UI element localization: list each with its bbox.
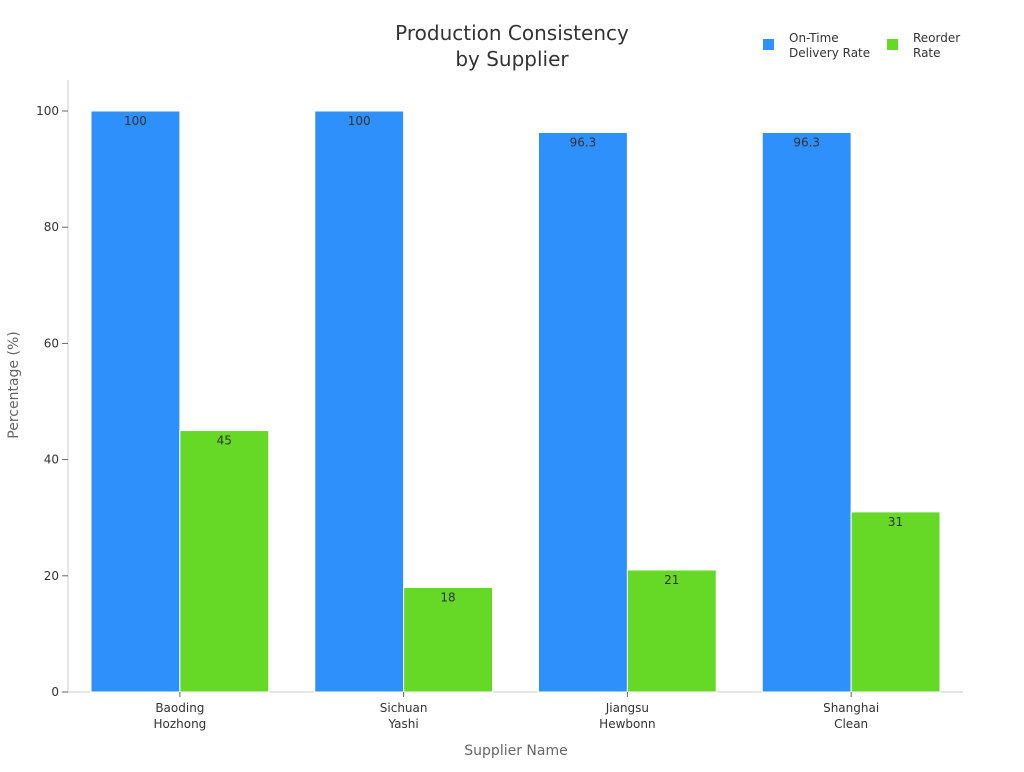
bar-series-1-1 — [403, 586, 493, 693]
data-label: 21 — [664, 573, 679, 587]
y-tick-label: 0 — [51, 685, 59, 699]
y-tick-label: 60 — [44, 336, 59, 350]
legend-label-reorder-line-1: Reorder — [913, 31, 960, 45]
bar-series-1-2 — [626, 569, 717, 693]
bars — [90, 110, 941, 693]
x-ticks: Baoding Hozhong Sichuan Yashi Jiangsu Hewbonn… — [153, 692, 879, 731]
y-tick-label: 80 — [44, 220, 59, 234]
data-label: 45 — [217, 434, 232, 448]
x-tick-label: Hewbonn — [599, 717, 655, 731]
bar-series-1-3 — [850, 511, 941, 693]
chart-title-line-2: by Supplier — [455, 47, 569, 71]
bar-series-1-0 — [179, 430, 270, 693]
data-label: 31 — [888, 515, 903, 529]
x-tick-label: Yashi — [388, 717, 419, 731]
data-label: 100 — [348, 114, 371, 128]
bar-series-0-3 — [761, 131, 852, 693]
y-tick-label: 100 — [36, 104, 59, 118]
data-label: 96.3 — [793, 135, 820, 149]
y-tick-label: 20 — [44, 569, 59, 583]
y-axis-label: Percentage (%) — [6, 331, 22, 438]
x-tick-label: Clean — [834, 717, 868, 731]
x-tick-label: Hozhong — [153, 717, 206, 731]
x-tick-label: Jiangsu — [605, 701, 649, 715]
bar-series-0-1 — [314, 110, 405, 693]
bar-series-0-0 — [90, 110, 181, 693]
chart-title-line-1: Production Consistency — [395, 21, 629, 45]
data-label: 96.3 — [570, 135, 597, 149]
y-ticks: 0 20 40 60 80 100 — [36, 104, 68, 699]
data-labels: 100 45 100 18 96.3 21 96.3 31 — [124, 114, 903, 604]
x-axis-label: Supplier Name — [464, 743, 567, 759]
legend-label-reorder-line-2: Rate — [913, 46, 941, 60]
legend-swatch-on-time-delivery — [763, 39, 774, 50]
x-tick-label: Shanghai — [823, 701, 879, 715]
x-tick-label: Sichuan — [380, 701, 428, 715]
legend-label-on-time-delivery-line-2: Delivery Rate — [789, 46, 870, 60]
y-tick-label: 40 — [44, 453, 59, 467]
legend: On-Time Delivery Rate Reorder Rate — [763, 31, 960, 60]
legend-label-on-time-delivery-line-1: On-Time — [789, 31, 839, 45]
data-label: 100 — [124, 114, 147, 128]
data-label: 18 — [440, 590, 455, 604]
x-tick-label: Baoding — [155, 701, 204, 715]
legend-swatch-reorder — [887, 39, 898, 50]
bar-series-0-2 — [538, 131, 628, 693]
